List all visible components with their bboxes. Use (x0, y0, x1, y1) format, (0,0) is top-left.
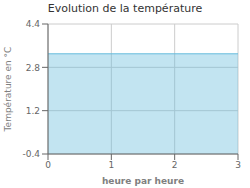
svg-text:Température en °C: Température en °C (8, 47, 13, 133)
svg-text:0: 0 (45, 160, 51, 170)
svg-text:2.8: 2.8 (26, 63, 41, 73)
svg-text:1: 1 (108, 160, 114, 170)
html-text:Evolution de la température: Evolution de la température (47, 2, 203, 15)
svg-text:1.2: 1.2 (26, 106, 40, 116)
svg-text:2: 2 (172, 160, 178, 170)
svg-text:heure par heure: heure par heure (102, 176, 184, 186)
svg-text:4.4: 4.4 (26, 19, 41, 29)
svg-text:3: 3 (235, 160, 241, 170)
svg-text:-0.4: -0.4 (22, 149, 40, 159)
